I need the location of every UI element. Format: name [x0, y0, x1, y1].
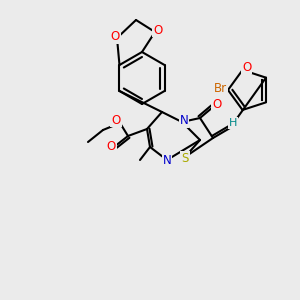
Text: O: O — [110, 31, 120, 44]
Text: O: O — [153, 23, 163, 37]
Text: S: S — [181, 152, 189, 164]
Text: H: H — [229, 118, 237, 128]
Text: N: N — [163, 154, 171, 167]
Text: O: O — [111, 113, 121, 127]
Text: O: O — [212, 98, 222, 112]
Text: N: N — [180, 115, 188, 128]
Text: O: O — [106, 140, 116, 152]
Text: O: O — [242, 61, 251, 74]
Text: Br: Br — [213, 82, 226, 95]
